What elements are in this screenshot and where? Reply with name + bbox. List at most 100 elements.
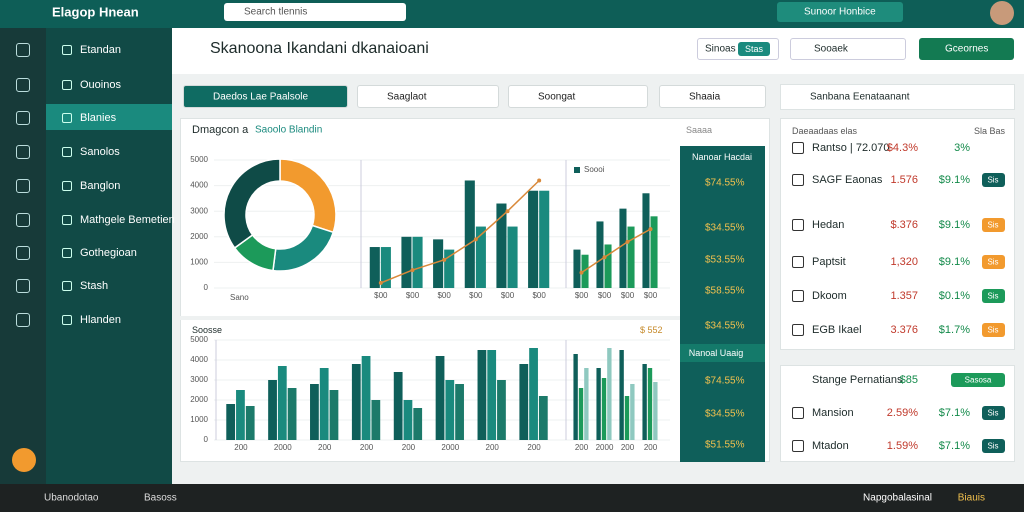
bar xyxy=(477,350,487,440)
tab[interactable] xyxy=(183,85,348,108)
bar xyxy=(596,368,601,440)
row-badge[interactable] xyxy=(982,439,1005,453)
row-badge[interactable] xyxy=(982,173,1005,187)
panel-value: $34.55% xyxy=(705,222,745,234)
tab[interactable] xyxy=(357,85,499,108)
button-label[interactable]: Sinoas xyxy=(705,43,736,55)
tab-label[interactable]: Daedos Lae Paalsole xyxy=(213,91,309,103)
brand: Elagop Hnean xyxy=(52,4,139,20)
menu-item[interactable]: Ouoinos xyxy=(80,79,121,91)
badge-label: Sis xyxy=(987,175,999,185)
account-button[interactable] xyxy=(777,2,903,22)
row-percent: $7.1% xyxy=(938,440,970,452)
bar xyxy=(528,190,539,288)
rail-icon[interactable] xyxy=(16,313,30,327)
menu-item[interactable]: Hlanden xyxy=(80,314,121,326)
menu-item[interactable]: Blanies xyxy=(80,112,117,124)
menu-item[interactable]: Stash xyxy=(80,280,109,292)
bar xyxy=(497,380,506,440)
row-badge[interactable] xyxy=(982,255,1005,269)
rail-icon[interactable] xyxy=(16,179,30,193)
row-badge[interactable] xyxy=(982,218,1005,232)
bar xyxy=(433,239,444,288)
row-percent: $9.1% xyxy=(938,219,970,231)
row-badge[interactable] xyxy=(982,289,1005,303)
y-tick-label: 2000 xyxy=(190,232,208,241)
rail-icon[interactable] xyxy=(16,145,30,159)
y-tick-label: 1000 xyxy=(190,415,208,424)
menu-item[interactable]: Gothegioan xyxy=(80,247,137,259)
filter-input[interactable]: Saaaa xyxy=(686,125,713,135)
user-badge[interactable] xyxy=(12,448,36,472)
trend-line xyxy=(581,228,651,274)
row-name: Hedan xyxy=(812,219,845,231)
avatar[interactable] xyxy=(990,1,1014,25)
row-value: 1,320 xyxy=(890,256,918,268)
row-icon xyxy=(792,256,804,268)
menu-item[interactable]: Etandan xyxy=(80,44,121,56)
right-card xyxy=(780,118,1015,350)
account-name[interactable]: Sunoor Honbice xyxy=(804,6,876,18)
badge-label: Sasosa xyxy=(964,375,992,385)
x-tick-label: $00 xyxy=(501,291,515,300)
menu-icon xyxy=(62,113,72,123)
menu-item[interactable]: Banglon xyxy=(80,180,121,192)
badge-label: Sis xyxy=(987,325,999,335)
panel-value: $74.55% xyxy=(705,177,745,189)
bar xyxy=(329,390,339,440)
bar xyxy=(647,368,653,440)
menu-icon xyxy=(62,45,72,55)
bar xyxy=(435,356,445,440)
line-dot xyxy=(442,257,447,262)
bar xyxy=(444,249,455,288)
chart-title: Soosse xyxy=(192,325,223,335)
dropdown-label[interactable]: Sooaek xyxy=(814,43,848,55)
rail-icon[interactable] xyxy=(16,43,30,57)
bar xyxy=(245,406,255,440)
row-percent: 3% xyxy=(954,142,970,154)
y-tick-label: 0 xyxy=(204,435,209,444)
trend-line xyxy=(380,179,540,284)
card-badge[interactable] xyxy=(951,373,1005,387)
tab-label[interactable]: Soongat xyxy=(538,91,576,103)
menu-icon xyxy=(62,315,72,325)
rail-icon[interactable] xyxy=(16,213,30,227)
search-box[interactable] xyxy=(224,3,406,21)
bar xyxy=(607,348,612,440)
bar xyxy=(310,384,319,440)
card-title: Stange Pernatians xyxy=(812,374,903,386)
bar xyxy=(619,350,624,440)
bar xyxy=(287,388,297,440)
rail-icon[interactable] xyxy=(16,246,30,260)
primary-button[interactable] xyxy=(919,38,1014,60)
row-icon xyxy=(792,174,804,186)
row-icon xyxy=(792,407,804,419)
tab[interactable] xyxy=(508,85,648,108)
x-tick-label: 200 xyxy=(575,443,589,452)
tab-label[interactable]: Shaaia xyxy=(689,91,721,103)
rail-icon[interactable] xyxy=(16,279,30,293)
line-dot xyxy=(537,178,542,183)
rail-icon[interactable] xyxy=(16,111,30,125)
menu-item[interactable]: Sanolos xyxy=(80,146,120,158)
bar xyxy=(624,396,630,440)
tab[interactable] xyxy=(659,85,766,108)
row-badge[interactable] xyxy=(982,406,1005,420)
y-tick-label: 0 xyxy=(204,283,209,292)
page-title: Skanoona Ikandani dkanaioani xyxy=(210,40,429,57)
rail-icon[interactable] xyxy=(16,78,30,92)
panel-value: $34.55% xyxy=(705,408,745,420)
button-label[interactable]: Gceornes xyxy=(945,43,989,55)
row-badge[interactable] xyxy=(982,323,1005,337)
menu-item[interactable]: Mathgele Bemetien xyxy=(80,214,175,226)
row-percent: $1.7% xyxy=(938,324,970,336)
bar xyxy=(627,226,635,288)
line-dot xyxy=(579,270,584,275)
x-tick-label: 200 xyxy=(644,443,658,452)
panel-value: $74.55% xyxy=(705,375,745,387)
row-value: 3.376 xyxy=(890,324,918,336)
tab-label[interactable]: Saaglaot xyxy=(387,91,427,103)
dropdown[interactable] xyxy=(790,38,906,60)
